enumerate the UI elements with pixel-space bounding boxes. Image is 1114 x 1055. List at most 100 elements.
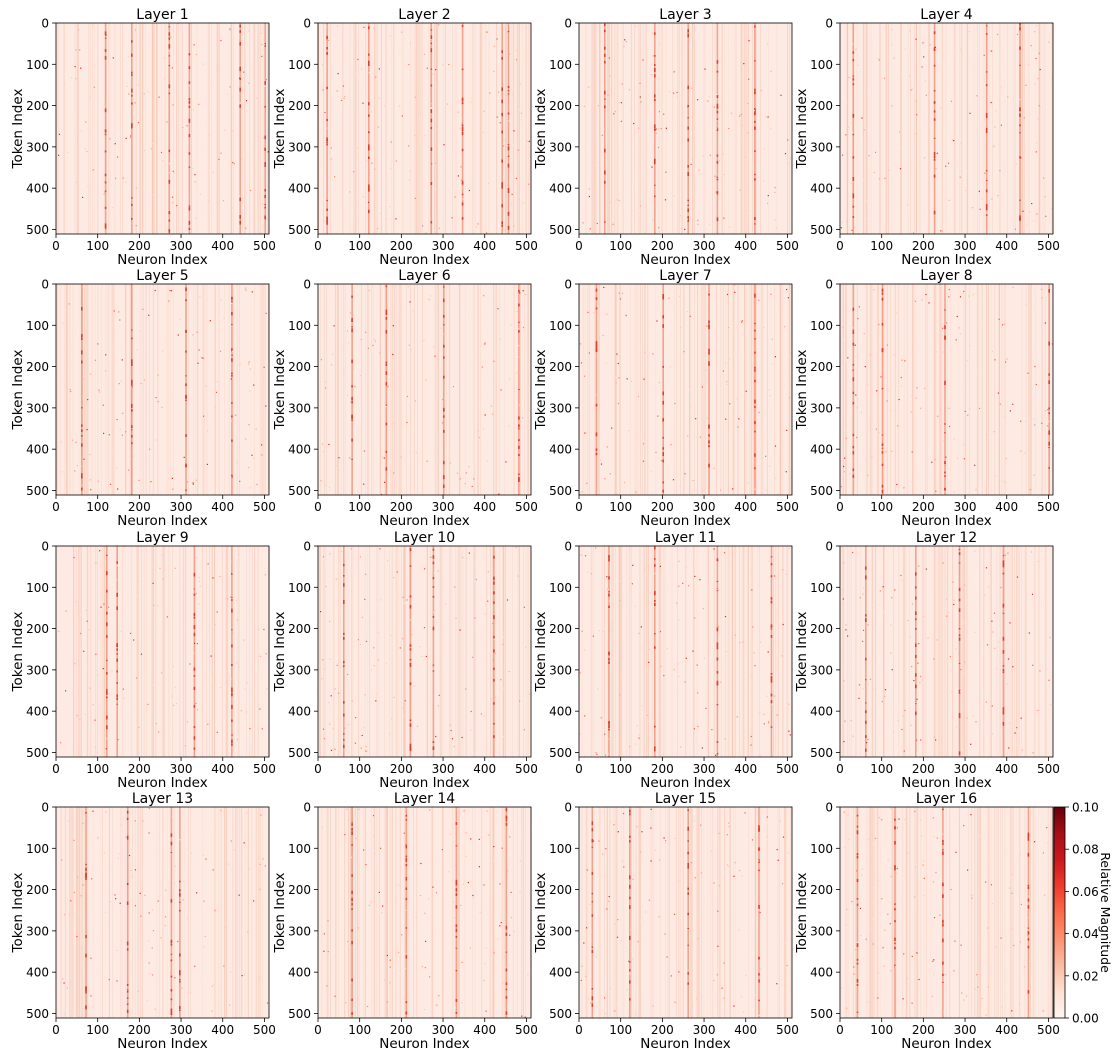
- heatmap-cell: [409, 747, 412, 752]
- heatmap-cell: [904, 130, 906, 132]
- heatmap-cell: [265, 653, 267, 655]
- heatmap-cell: [986, 212, 988, 214]
- heatmap-cell: [518, 445, 520, 449]
- heatmap-column-streak: [964, 546, 966, 757]
- heatmap-cell: [377, 126, 379, 128]
- heatmap-cell: [494, 36, 496, 38]
- y-axis-label: Token Index: [10, 89, 26, 170]
- heatmap-cell: [168, 55, 171, 57]
- heatmap-column-streak: [517, 284, 519, 495]
- heatmap-cell: [589, 228, 591, 230]
- heatmap-column-streak: [647, 546, 649, 757]
- heatmap-cell: [87, 399, 89, 401]
- heatmap-cell: [670, 444, 672, 446]
- heatmap-cell: [883, 353, 885, 355]
- heatmap-cell: [706, 305, 708, 307]
- heatmap-cell: [424, 339, 426, 341]
- heatmap-cell: [420, 141, 422, 143]
- heatmap-cell: [789, 734, 791, 736]
- heatmap-cell: [936, 668, 938, 670]
- heatmap-column-streak: [355, 23, 356, 234]
- heatmap-column-streak: [513, 284, 515, 495]
- heatmap-cell: [516, 396, 518, 398]
- heatmap-cell: [258, 325, 260, 327]
- heatmap-column-streak: [173, 807, 175, 1018]
- heatmap-cell: [1016, 727, 1018, 729]
- heatmap-cell: [1029, 546, 1031, 548]
- heatmap-cell: [516, 372, 518, 374]
- heatmap-cell: [409, 743, 412, 748]
- heatmap-cell: [967, 170, 969, 172]
- heatmap-cell: [244, 287, 246, 289]
- heatmap-cell: [354, 386, 356, 388]
- heatmap-cell: [85, 491, 87, 493]
- y-axis-label: Token Index: [272, 612, 288, 693]
- heatmap-column-streak: [449, 284, 451, 495]
- heatmap-cell: [774, 445, 777, 447]
- heatmap-column-streak: [502, 546, 504, 757]
- x-tick-label: 0: [836, 500, 844, 514]
- heatmap-cell: [191, 60, 193, 62]
- heatmap-cell: [712, 694, 714, 696]
- heatmap-cell: [193, 616, 196, 619]
- heatmap-cell: [911, 88, 913, 90]
- heatmap-cell: [442, 64, 444, 66]
- heatmap-cell: [89, 454, 91, 456]
- heatmap-cell: [844, 720, 846, 722]
- heatmap-cell: [451, 738, 454, 740]
- heatmap-cell: [926, 85, 928, 87]
- heatmap-cell: [434, 229, 436, 232]
- heatmap-cell: [1036, 174, 1038, 176]
- heatmap-cell: [157, 168, 159, 170]
- heatmap-cell: [377, 631, 379, 633]
- heatmap-cell: [891, 43, 893, 46]
- heatmap-cell: [333, 647, 335, 649]
- heatmap-cell: [903, 750, 905, 752]
- heatmap-cell: [427, 71, 430, 73]
- heatmap-cell: [116, 156, 119, 158]
- heatmap-cell: [997, 337, 999, 339]
- heatmap-cell: [80, 614, 82, 616]
- heatmap-cell: [211, 671, 213, 673]
- heatmap-column-streak: [1038, 23, 1040, 234]
- panel-title: Layer 3: [659, 7, 711, 23]
- heatmap-cell: [661, 651, 663, 653]
- heatmap-cell: [715, 191, 717, 193]
- heatmap-cell: [168, 32, 171, 36]
- heatmap-cell: [753, 412, 755, 414]
- heatmap-cell: [938, 210, 940, 212]
- heatmap-cell: [116, 658, 118, 662]
- heatmap-cell: [664, 199, 667, 201]
- heatmap-cell: [951, 691, 953, 693]
- heatmap-cell: [152, 684, 154, 686]
- heatmap-cell: [469, 101, 471, 103]
- heatmap-column-streak: [722, 23, 724, 234]
- heatmap-column-streak: [1004, 23, 1005, 234]
- heatmap-cell: [693, 681, 695, 683]
- heatmap-cell: [852, 461, 854, 463]
- y-axis-label: Token Index: [10, 612, 26, 693]
- heatmap-cell: [430, 48, 433, 53]
- heatmap-cell: [1027, 414, 1029, 416]
- heatmap-cell: [359, 214, 361, 216]
- heatmap-column-streak: [403, 546, 406, 757]
- heatmap-cell: [142, 308, 144, 310]
- heatmap-cell: [1011, 641, 1013, 643]
- heatmap-cell: [430, 182, 433, 185]
- heatmap-column-streak: [942, 546, 944, 757]
- heatmap-cell: [762, 24, 764, 27]
- heatmap-cell: [378, 407, 380, 409]
- heatmap-cell: [852, 735, 854, 737]
- heatmap-cell: [78, 137, 80, 139]
- heatmap-cell: [902, 715, 904, 717]
- heatmap-cell: [404, 458, 406, 460]
- heatmap-cell: [948, 288, 950, 291]
- heatmap-cell: [385, 382, 388, 386]
- heatmap-cell: [161, 722, 163, 724]
- heatmap-cell: [604, 53, 606, 57]
- heatmap-cell: [1005, 723, 1007, 725]
- heatmap-cell: [865, 363, 867, 365]
- heatmap-cell: [768, 604, 770, 606]
- heatmap-cell: [606, 161, 608, 163]
- heatmap-cell: [423, 53, 426, 55]
